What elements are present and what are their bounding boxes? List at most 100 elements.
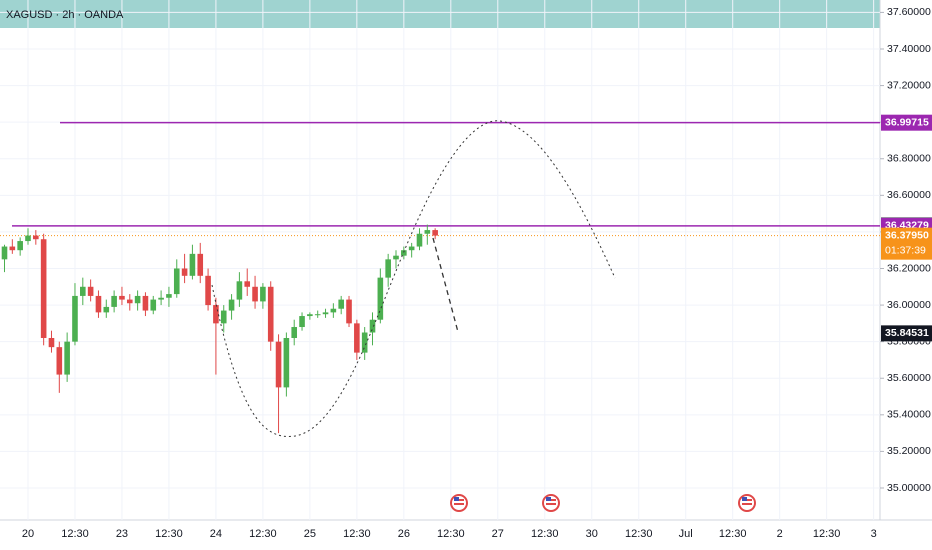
candle-body bbox=[95, 295, 102, 313]
projection-line bbox=[432, 237, 459, 333]
candle-body bbox=[126, 299, 133, 304]
candle-body bbox=[252, 286, 258, 302]
y-tick-label: 37.20000 bbox=[887, 79, 931, 91]
x-tick-label: 27 bbox=[492, 528, 504, 540]
candle-body bbox=[424, 230, 431, 234]
x-tick-label: 12:30 bbox=[813, 528, 841, 540]
candle-body bbox=[197, 253, 204, 276]
price-label-box bbox=[881, 325, 932, 342]
candle-body bbox=[291, 327, 298, 338]
symbol-title: XAGUSD · 2h · OANDA bbox=[6, 9, 124, 21]
x-tick-label: 3 bbox=[871, 528, 877, 540]
x-tick-label: 20 bbox=[22, 528, 34, 540]
y-tick-label: 35.20000 bbox=[887, 445, 931, 457]
x-tick-label: 2 bbox=[777, 528, 783, 540]
x-tick-label: 12:30 bbox=[61, 528, 89, 540]
candle-body bbox=[385, 259, 391, 278]
candle-body bbox=[111, 295, 117, 307]
y-tick-label: 35.60000 bbox=[887, 372, 931, 384]
countdown: 01:37:39 bbox=[885, 244, 926, 256]
candle-body bbox=[275, 341, 282, 388]
candle-body bbox=[213, 305, 219, 324]
axes: 35.0000035.2000035.4000035.6000035.80000… bbox=[22, 6, 932, 540]
candle-body bbox=[228, 299, 235, 311]
candle-body bbox=[158, 297, 164, 300]
candle-body bbox=[150, 299, 157, 311]
candle-body bbox=[377, 277, 384, 320]
candle-body bbox=[119, 295, 125, 300]
x-tick-label: 12:30 bbox=[343, 528, 371, 540]
candle-body bbox=[220, 310, 227, 324]
x-tick-label: 12:30 bbox=[249, 528, 277, 540]
candle-body bbox=[283, 337, 290, 388]
candle-body bbox=[307, 314, 313, 317]
y-tick-label: 37.40000 bbox=[887, 43, 931, 55]
x-tick-label: 26 bbox=[398, 528, 410, 540]
candle-body bbox=[401, 250, 407, 256]
x-tick-label: Jul bbox=[679, 528, 693, 540]
x-tick-label: 23 bbox=[116, 528, 128, 540]
x-tick-label: 12:30 bbox=[625, 528, 653, 540]
candle-body bbox=[330, 308, 337, 313]
candle-body bbox=[361, 332, 368, 353]
candle-body bbox=[181, 268, 188, 276]
candle-body bbox=[236, 281, 243, 300]
candle-body bbox=[299, 316, 305, 328]
candle-body bbox=[25, 235, 31, 242]
header-bar bbox=[0, 0, 880, 28]
y-tick-label: 35.40000 bbox=[887, 409, 931, 421]
drawn-curve bbox=[211, 120, 616, 437]
y-tick-label: 36.80000 bbox=[887, 153, 931, 165]
candle-body bbox=[72, 295, 78, 342]
candle-body bbox=[260, 286, 266, 302]
y-tick-label: 36.20000 bbox=[887, 262, 931, 274]
candle-body bbox=[173, 268, 180, 295]
candle-body bbox=[408, 246, 415, 251]
candle-body bbox=[134, 295, 141, 304]
candle-body bbox=[103, 306, 110, 313]
candle-body bbox=[354, 323, 360, 353]
candle-body bbox=[338, 299, 344, 309]
x-tick-label: 12:30 bbox=[155, 528, 183, 540]
x-tick-label: 12:30 bbox=[719, 528, 747, 540]
candle-body bbox=[346, 299, 352, 324]
x-tick-label: 12:30 bbox=[437, 528, 465, 540]
plot-area bbox=[0, 121, 880, 434]
price-label: 36.99715 bbox=[885, 116, 929, 128]
candle-body bbox=[416, 233, 423, 247]
candle-body bbox=[17, 241, 23, 251]
event-icon[interactable] bbox=[542, 494, 560, 512]
y-tick-label: 36.60000 bbox=[887, 189, 931, 201]
candle-body bbox=[56, 347, 63, 375]
event-icon[interactable] bbox=[738, 494, 756, 512]
candle-body bbox=[33, 235, 39, 240]
price-label-box bbox=[881, 114, 932, 131]
candle-body bbox=[393, 255, 399, 260]
candle-body bbox=[369, 319, 376, 333]
candle-body bbox=[87, 286, 94, 296]
y-tick-label: 36.00000 bbox=[887, 299, 931, 311]
x-tick-label: 12:30 bbox=[531, 528, 559, 540]
candle-body bbox=[166, 294, 172, 298]
price-label: 36.37950 bbox=[885, 229, 929, 241]
candle-body bbox=[9, 246, 16, 251]
candle-body bbox=[322, 312, 329, 315]
x-tick-label: 24 bbox=[210, 528, 222, 540]
candle-body bbox=[80, 286, 86, 296]
event-icon[interactable] bbox=[450, 494, 468, 512]
candle-body bbox=[48, 337, 55, 348]
candle-body bbox=[64, 341, 70, 375]
candle-body bbox=[432, 230, 438, 236]
candle-body bbox=[205, 275, 211, 306]
candle-body bbox=[314, 314, 321, 316]
candle-body bbox=[267, 286, 274, 342]
candle-body bbox=[189, 253, 196, 276]
x-tick-label: 25 bbox=[304, 528, 316, 540]
price-label-box bbox=[881, 227, 932, 260]
y-tick-label: 35.00000 bbox=[887, 482, 931, 494]
candle-body bbox=[1, 246, 8, 260]
price-label: 35.84531 bbox=[885, 327, 929, 339]
y-tick-label: 37.60000 bbox=[887, 6, 931, 18]
